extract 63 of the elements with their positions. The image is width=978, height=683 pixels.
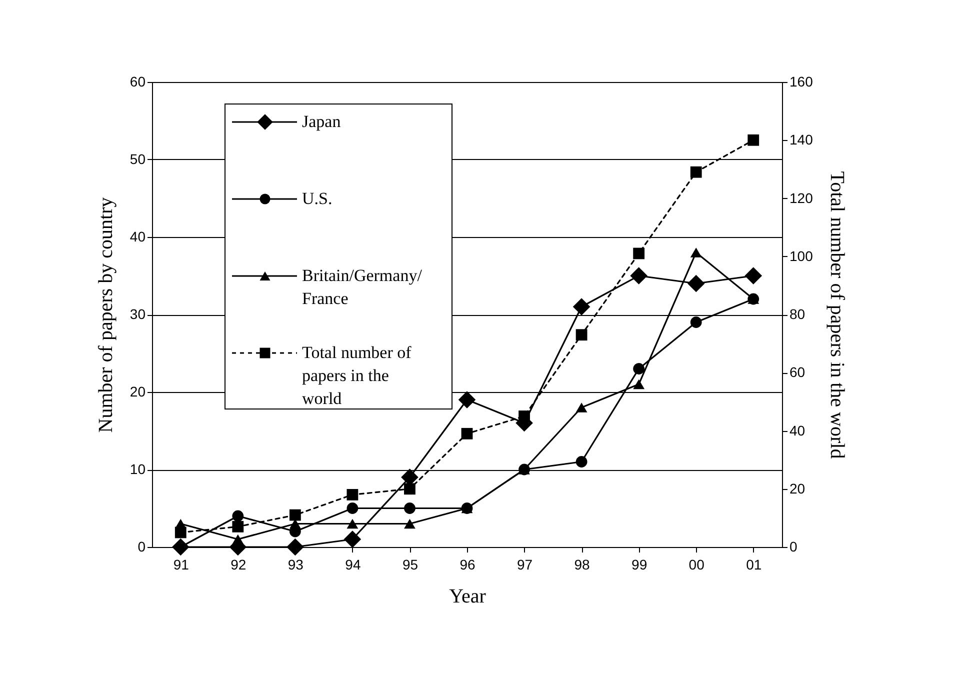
- y-tick-label: 60: [130, 74, 146, 90]
- point: [286, 538, 304, 556]
- point: [404, 518, 416, 529]
- y-tick-label: 30: [130, 306, 146, 322]
- point: [576, 329, 588, 341]
- x-tick-label: 98: [574, 556, 590, 572]
- y2-tick-label: 0: [790, 538, 798, 554]
- x-axis-title: Year: [449, 586, 486, 608]
- x-tick-label: 91: [173, 556, 190, 572]
- point: [174, 526, 186, 538]
- point: [404, 502, 416, 514]
- point: [690, 248, 702, 258]
- y2-tick-label: 120: [790, 190, 814, 206]
- x-tick-label: 99: [632, 556, 648, 572]
- legend-label: Britain/Germany/France: [302, 266, 422, 308]
- point: [404, 483, 416, 495]
- point: [232, 520, 244, 532]
- point: [633, 363, 645, 374]
- y2-tick-label: 60: [790, 364, 806, 380]
- y2-tick-label: 140: [790, 132, 814, 148]
- point: [344, 530, 362, 548]
- x-tick-label: 92: [230, 556, 246, 572]
- x-tick-label: 96: [460, 556, 476, 572]
- y-tick-label: 0: [138, 538, 146, 554]
- x-tick-label: 00: [688, 556, 705, 572]
- x-tick-label: 93: [288, 556, 304, 572]
- x-tick-label: 94: [345, 556, 361, 572]
- point: [633, 379, 645, 390]
- legend-label: U.S.: [302, 189, 332, 208]
- point: [630, 267, 648, 284]
- point: [576, 456, 588, 468]
- y-axis-title: Number of papers by country: [94, 197, 117, 433]
- y-tick-label: 10: [130, 461, 146, 477]
- point: [690, 166, 702, 178]
- point: [346, 488, 358, 500]
- point: [572, 298, 590, 316]
- point: [687, 274, 705, 292]
- point: [461, 428, 473, 440]
- point: [633, 248, 645, 260]
- y2-tick-label: 20: [790, 480, 806, 496]
- point: [172, 538, 190, 556]
- y-tick-label: 40: [130, 228, 146, 244]
- point: [458, 391, 476, 408]
- point: [346, 502, 358, 514]
- x-tick-label: 95: [402, 556, 418, 572]
- y2-tick-label: 80: [790, 306, 806, 322]
- point: [576, 402, 588, 412]
- x-tick-label: 01: [746, 556, 762, 572]
- legend-label: Total number of papers in the world: [302, 343, 412, 408]
- point: [690, 316, 702, 328]
- legend-label: Japan: [302, 112, 342, 131]
- point: [748, 134, 760, 146]
- point: [744, 267, 762, 284]
- y2-tick-label: 100: [790, 248, 814, 264]
- y-tick-label: 50: [130, 151, 146, 167]
- y2-tick-label: 40: [790, 422, 806, 438]
- x-tick-label: 97: [516, 556, 533, 572]
- point: [232, 510, 244, 522]
- point: [346, 518, 358, 529]
- point: [289, 509, 301, 521]
- y2-tick-label: 160: [790, 74, 814, 90]
- y-tick-label: 20: [130, 384, 146, 400]
- y2-axis-title: Total number of papers in the world: [826, 171, 848, 459]
